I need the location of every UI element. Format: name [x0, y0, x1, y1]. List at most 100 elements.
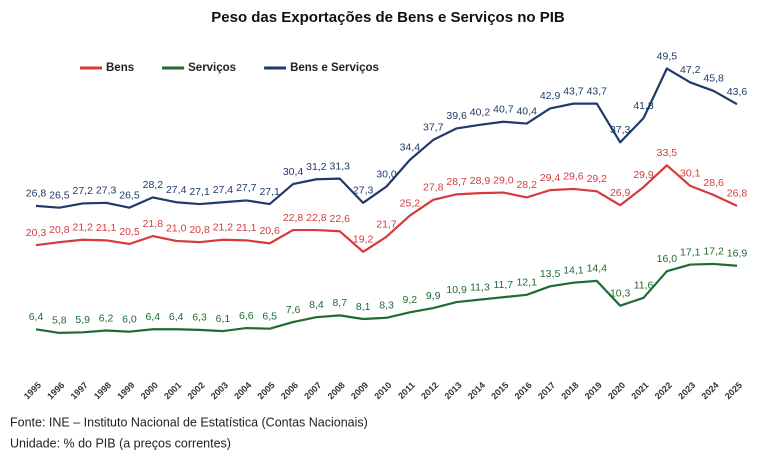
data-label: 47,2	[680, 64, 701, 76]
data-label: 27,8	[423, 182, 444, 194]
x-tick-label: 2012	[419, 380, 440, 401]
data-label: 21,1	[96, 222, 117, 234]
data-label: 9,2	[403, 294, 418, 306]
data-label: 11,3	[470, 281, 490, 293]
x-tick-label: 2005	[256, 380, 277, 401]
x-tick-label: 2025	[723, 380, 744, 401]
data-label: 12,1	[516, 277, 537, 289]
x-tick-label: 1997	[69, 380, 90, 401]
series-line	[35, 262, 738, 335]
data-label: 6,6	[239, 310, 254, 322]
data-label: 10,9	[446, 284, 467, 296]
data-label: 20,3	[26, 227, 47, 239]
data-label: 28,9	[470, 175, 491, 187]
x-tick-label: 2004	[232, 380, 253, 401]
data-label: 6,5	[262, 310, 277, 322]
data-label: 14,4	[587, 263, 608, 275]
data-label: 28,2	[516, 179, 537, 191]
series-line	[35, 164, 738, 253]
data-label: 9,9	[426, 290, 441, 302]
data-label: 21,0	[166, 223, 187, 235]
data-label: 21,2	[213, 222, 234, 234]
data-label: 31,2	[306, 161, 327, 173]
data-label: 16,9	[727, 248, 748, 260]
data-label: 22,6	[330, 213, 351, 225]
data-label: 27,3	[96, 185, 117, 197]
x-tick-label: 2023	[676, 380, 697, 401]
data-label: 20,6	[259, 225, 280, 237]
data-label: 10,3	[610, 287, 631, 299]
x-tick-label: 2019	[583, 380, 604, 401]
data-label: 8,1	[356, 301, 371, 313]
data-label: 6,4	[29, 311, 44, 323]
x-tick-label: 2001	[162, 380, 183, 401]
data-label: 26,5	[119, 189, 140, 201]
data-label: 26,9	[610, 187, 631, 199]
data-label: 5,8	[52, 315, 67, 327]
data-label: 42,9	[540, 90, 561, 102]
chart-title: Peso das Exportações de Bens e Serviços …	[211, 9, 565, 26]
data-label: 43,7	[587, 85, 608, 97]
data-label: 8,3	[379, 300, 394, 312]
data-label: 39,6	[446, 110, 467, 122]
series-line	[35, 67, 738, 209]
x-tick-label: 2002	[185, 380, 206, 401]
data-label: 13,5	[540, 268, 561, 280]
data-label: 20,5	[119, 226, 140, 238]
data-label: 22,8	[306, 212, 327, 224]
x-tick-label: 2018	[559, 380, 580, 401]
x-tick-label: 2014	[466, 380, 487, 401]
data-label: 33,5	[657, 147, 678, 159]
x-tick-label: 2017	[536, 380, 557, 401]
data-label: 22,8	[283, 212, 304, 224]
x-tick-label: 2022	[653, 380, 674, 401]
data-label: 43,7	[563, 85, 584, 97]
data-label: 16,0	[657, 253, 678, 265]
data-label: 45,8	[703, 73, 724, 85]
data-label: 29,2	[587, 173, 608, 185]
data-label: 8,7	[332, 297, 347, 309]
data-label: 30,0	[376, 168, 397, 180]
data-label: 27,1	[189, 186, 210, 198]
data-label: 26,5	[49, 189, 70, 201]
x-tick-label: 2007	[302, 380, 323, 401]
data-label: 6,1	[216, 313, 231, 325]
data-label: 6,3	[192, 312, 207, 324]
data-label: 20,8	[49, 224, 70, 236]
data-label: 29,9	[633, 169, 654, 181]
data-label: 5,9	[75, 314, 90, 326]
data-label: 30,1	[680, 168, 701, 180]
data-label: 19,2	[353, 234, 374, 246]
data-label: 37,3	[610, 124, 631, 136]
data-label: 27,7	[236, 182, 257, 194]
data-label: 21,1	[236, 222, 257, 234]
x-tick-label: 2006	[279, 380, 300, 401]
unit-note: Unidade: % do PIB (a preços correntes)	[10, 436, 231, 450]
x-tick-label: 1995	[22, 380, 43, 401]
data-label: 34,4	[400, 142, 421, 154]
x-tick-label: 1996	[45, 380, 66, 401]
data-label: 27,4	[213, 184, 234, 196]
data-label: 29,6	[563, 171, 584, 183]
data-label: 20,8	[189, 224, 210, 236]
source-note: Fonte: INE – Instituto Nacional de Estat…	[10, 415, 368, 429]
x-tick-label: 2021	[629, 380, 650, 401]
data-label: 11,7	[493, 279, 513, 291]
data-label: 27,2	[73, 185, 94, 197]
legend-label: Bens e Serviços	[290, 62, 379, 74]
x-tick-label: 1999	[115, 380, 136, 401]
x-tick-label: 2003	[209, 380, 230, 401]
data-label: 43,6	[727, 86, 748, 98]
data-label: 49,5	[657, 50, 678, 62]
data-label: 28,7	[446, 176, 467, 188]
x-tick-label: 2024	[699, 380, 720, 401]
data-label: 40,4	[516, 105, 537, 117]
x-tick-label: 2013	[442, 380, 463, 401]
x-tick-label: 1998	[92, 380, 113, 401]
data-label: 41,3	[633, 100, 654, 112]
data-label: 6,4	[169, 311, 184, 323]
data-label: 29,0	[493, 174, 514, 186]
data-label: 6,4	[146, 311, 161, 323]
x-tick-label: 2000	[139, 380, 160, 401]
